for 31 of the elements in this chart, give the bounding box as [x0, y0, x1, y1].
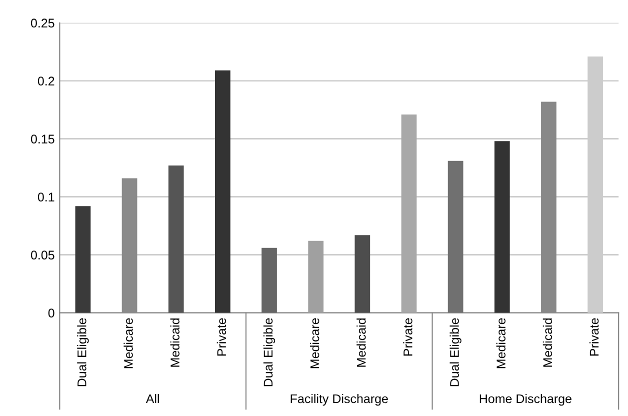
y-tick-label: 0.15 — [30, 134, 54, 144]
x-tick-label: Dual Eligible — [263, 318, 276, 386]
y-tick-label: 0 — [48, 308, 54, 318]
y-tick-label: 0.2 — [38, 76, 54, 86]
text: Facility Discharge — [290, 394, 388, 406]
text: Home Discharge — [480, 394, 572, 406]
bar — [401, 114, 417, 313]
y-tick-label: 0.25 — [30, 18, 54, 28]
x-tick-label: Medicaid — [542, 318, 552, 367]
x-tick-label: Medicare — [310, 318, 320, 368]
bar — [494, 141, 510, 313]
x-tick-label: Private — [403, 318, 412, 356]
x-tick-label: Private — [216, 318, 226, 356]
bar — [308, 240, 324, 313]
x-tick-label: Medicare — [124, 318, 133, 368]
x-tick-label: Medicaid — [356, 318, 366, 367]
bar — [588, 56, 603, 313]
x-tick-label: Private — [589, 318, 599, 356]
bar — [168, 166, 184, 313]
x-tick-label: Medicare — [496, 318, 506, 368]
bar — [448, 160, 464, 313]
x-tick-label: Dual Eligible — [77, 318, 89, 386]
x-tick-label: Dual Eligible — [450, 318, 462, 386]
bar — [75, 206, 91, 313]
y-tick-label: 0.05 — [30, 250, 54, 260]
bar — [354, 235, 370, 313]
bar — [262, 248, 277, 313]
x-tick-label: Medicaid — [170, 318, 180, 367]
text: All — [146, 394, 159, 404]
y-tick-label: 0.1 — [38, 192, 54, 202]
bar — [214, 70, 230, 313]
